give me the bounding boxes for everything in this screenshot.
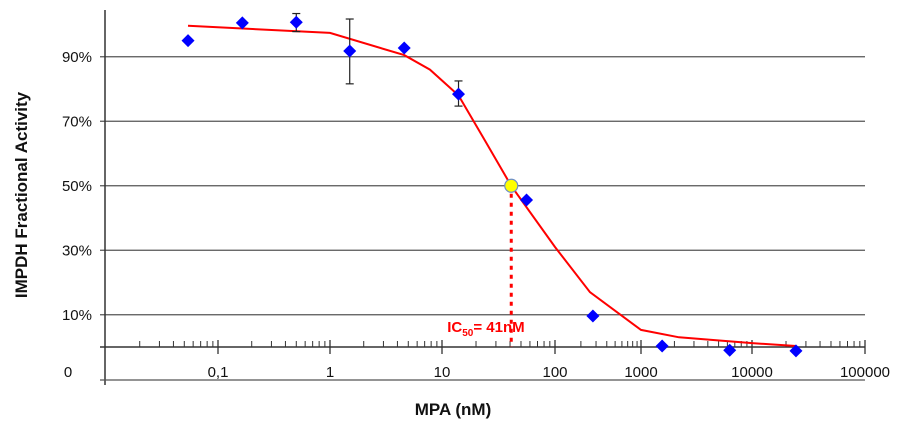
gridlines bbox=[100, 56, 865, 316]
x-tick-label: 0,1 bbox=[208, 364, 229, 381]
data-point bbox=[235, 16, 249, 30]
data-point bbox=[520, 193, 534, 207]
data-point bbox=[723, 343, 737, 357]
ic50-label-prefix: IC bbox=[447, 319, 462, 336]
data-point bbox=[452, 87, 466, 101]
data-point bbox=[181, 34, 195, 48]
ic50-label-suffix: = 41nM bbox=[473, 319, 524, 336]
y-tick-label: 50% bbox=[62, 178, 92, 195]
y-tick-label: 70% bbox=[62, 113, 92, 130]
y-axis-title: IMPDH Fractional Activity bbox=[12, 91, 31, 298]
x-tick-label: 10000 bbox=[731, 364, 773, 381]
y-tick-labels: 10% 30% 50% 70% 90% bbox=[62, 49, 92, 324]
y-tick-label: 90% bbox=[62, 49, 92, 66]
x-tick-label: 1000 bbox=[624, 364, 657, 381]
x-tick-labels: 0,1 1 10 100 1000 10000 100000 bbox=[208, 364, 890, 381]
y-tick-label: 30% bbox=[62, 242, 92, 259]
data-point bbox=[343, 44, 357, 58]
x-ticks bbox=[139, 340, 866, 354]
x-tick-label: 1 bbox=[326, 364, 334, 381]
data-point bbox=[586, 309, 600, 323]
data-point bbox=[789, 344, 803, 358]
x-axis-title: MPA (nM) bbox=[415, 400, 491, 419]
x-tick-label: 100000 bbox=[840, 364, 890, 381]
data-point bbox=[289, 15, 303, 29]
y-tick-label: 10% bbox=[62, 307, 92, 324]
x-tick-label: 100 bbox=[542, 364, 567, 381]
data-point bbox=[397, 41, 411, 55]
x-origin-label: 0 bbox=[64, 364, 72, 381]
data-points bbox=[181, 12, 803, 358]
data-point bbox=[655, 339, 669, 353]
ic50-marker bbox=[504, 178, 519, 193]
ic50-label-sub: 50 bbox=[462, 328, 474, 339]
ic50-label: IC50= 41nM bbox=[447, 319, 524, 339]
x-tick-label: 10 bbox=[434, 364, 451, 381]
